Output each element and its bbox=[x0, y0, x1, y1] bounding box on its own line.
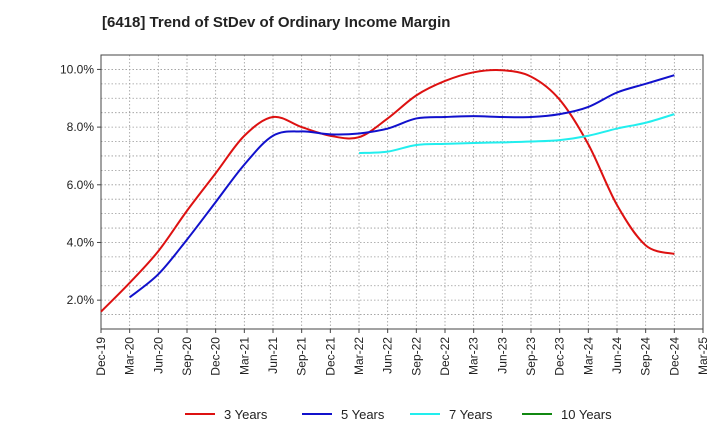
legend-label-5-years: 5 Years bbox=[341, 407, 385, 422]
legend-label-7-years: 7 Years bbox=[449, 407, 493, 422]
chart-title: [6418] Trend of StDev of Ordinary Income… bbox=[102, 14, 451, 31]
x-tick-label: Dec-20 bbox=[209, 337, 223, 376]
x-tick-label: Dec-23 bbox=[553, 337, 567, 376]
x-tick-label: Jun-21 bbox=[266, 337, 280, 374]
x-tick-label: Dec-24 bbox=[667, 337, 681, 376]
legend-label-10-years: 10 Years bbox=[561, 407, 612, 422]
x-tick-label: Mar-21 bbox=[237, 337, 251, 375]
x-tick-label: Mar-23 bbox=[467, 337, 481, 375]
x-tick-label: Mar-24 bbox=[581, 337, 595, 375]
legend: 3 Years 5 Years 7 Years 10 Years bbox=[185, 407, 612, 422]
x-tick-label: Dec-19 bbox=[94, 337, 108, 376]
y-tick-label: 2.0% bbox=[67, 293, 95, 307]
x-tick-label: Sep-20 bbox=[180, 337, 194, 376]
y-tick-label: 10.0% bbox=[60, 62, 94, 76]
x-tick-label: Dec-22 bbox=[438, 337, 452, 376]
x-tick-label: Dec-21 bbox=[323, 337, 337, 376]
legend-label-3-years: 3 Years bbox=[224, 407, 268, 422]
y-axis: 2.0% 4.0% 6.0% 8.0% 10.0% bbox=[60, 62, 101, 307]
x-axis: Dec-19 Mar-20 Jun-20 Sep-20 Dec-20 Mar-21 Jun-… bbox=[94, 329, 710, 376]
x-tick-label: Jun-24 bbox=[610, 337, 624, 374]
series-line-7-years bbox=[358, 113, 675, 155]
y-tick-label: 6.0% bbox=[67, 178, 95, 192]
y-tick-label: 8.0% bbox=[67, 120, 95, 134]
y-tick-label: 4.0% bbox=[67, 235, 95, 249]
x-tick-label: Mar-20 bbox=[123, 337, 137, 375]
grid-lines bbox=[101, 55, 703, 329]
x-tick-label: Sep-24 bbox=[639, 337, 653, 376]
series-lines bbox=[100, 69, 675, 313]
plot-area-border bbox=[100, 54, 704, 330]
x-tick-label: Sep-22 bbox=[409, 337, 423, 376]
x-tick-label: Sep-23 bbox=[524, 337, 538, 376]
x-tick-label: Jun-20 bbox=[151, 337, 165, 374]
x-tick-label: Sep-21 bbox=[295, 337, 309, 376]
x-tick-label: Jun-22 bbox=[381, 337, 395, 374]
x-tick-label: Jun-23 bbox=[495, 337, 509, 374]
x-tick-label: Mar-25 bbox=[696, 337, 710, 375]
series-line-3-years bbox=[100, 69, 675, 313]
x-tick-label: Mar-22 bbox=[352, 337, 366, 375]
series-line-5-years bbox=[129, 74, 675, 299]
